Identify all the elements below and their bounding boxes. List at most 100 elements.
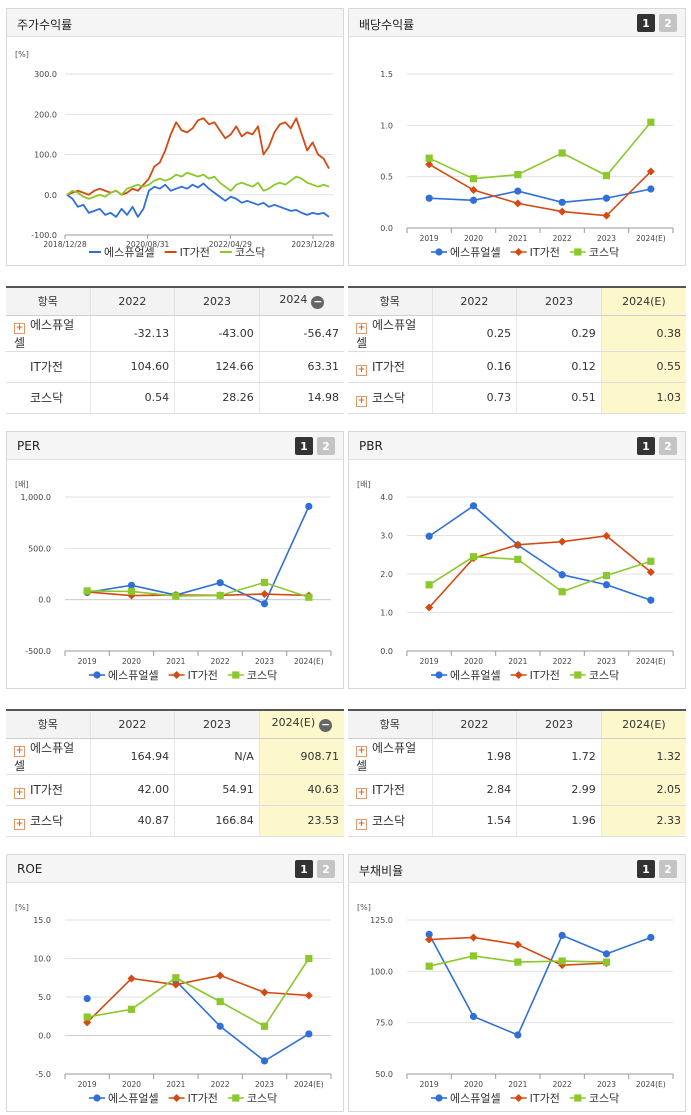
data-point xyxy=(172,592,180,600)
y-tick-label: 75.0 xyxy=(375,1019,393,1028)
panel-title: PBR xyxy=(359,439,383,453)
row-label[interactable]: + IT가전 xyxy=(6,774,90,806)
panel-title: ROE xyxy=(17,862,43,876)
row-label[interactable]: + IT가전 xyxy=(348,351,432,383)
series-line xyxy=(428,121,652,180)
data-point xyxy=(425,581,433,589)
col-header: 2022 xyxy=(431,710,517,739)
legend-label: 코스닥 xyxy=(589,1092,619,1105)
y-tick-label: 0.5 xyxy=(380,173,393,182)
data-point xyxy=(216,998,224,1006)
data-point xyxy=(558,931,566,939)
tab-1[interactable]: 1 xyxy=(295,437,313,455)
row-name: 코스닥 xyxy=(372,390,406,405)
cell: 40.87 xyxy=(89,805,175,837)
legend-marker xyxy=(172,671,181,679)
series-line xyxy=(66,171,330,200)
roe-chart: [%] 15.0 10.0 5.0 0.0 -5.0 2019 2020 2021 2022 202… xyxy=(15,903,332,1105)
chart-tabs: 1 2 xyxy=(295,437,335,455)
legend-label: 에스퓨얼셀 xyxy=(108,1091,159,1105)
data-point xyxy=(646,568,655,577)
series-line xyxy=(87,958,310,1028)
row-name: 에스퓨얼셀 xyxy=(14,740,75,773)
legend-marker xyxy=(93,1094,101,1102)
row-label[interactable]: + 코스닥 xyxy=(348,382,432,414)
data-point xyxy=(425,962,433,970)
tab-2[interactable]: 2 xyxy=(317,860,335,878)
row-label[interactable]: + IT가전 xyxy=(348,774,432,806)
cell: 28.26 xyxy=(174,382,260,414)
expand-icon[interactable]: + xyxy=(356,322,367,334)
cell: -32.13 xyxy=(89,315,175,352)
data-point xyxy=(602,958,611,966)
expand-icon[interactable]: + xyxy=(14,787,25,799)
legend-marker xyxy=(172,1094,181,1102)
tab-1[interactable]: 1 xyxy=(637,860,655,878)
expand-icon[interactable]: + xyxy=(356,818,367,830)
data-point xyxy=(647,557,655,565)
legend-marker xyxy=(435,671,443,679)
tab-1[interactable]: 1 xyxy=(295,860,313,878)
tab-2[interactable]: 2 xyxy=(659,860,677,878)
data-point xyxy=(305,1030,313,1038)
per-panel: PER 1 2 [배] 1,000.0 500.0 0.0 -500.0 2019 2020… xyxy=(6,431,344,689)
x-tick-label: 2019 xyxy=(420,657,439,666)
cell: 1.54 xyxy=(431,805,517,837)
expand-icon[interactable]: + xyxy=(356,787,367,799)
panel-header: ROE 1 2 xyxy=(7,855,343,883)
expand-icon[interactable]: + xyxy=(14,818,25,830)
row-label[interactable]: + 에스퓨얼셀 xyxy=(348,315,432,352)
row-label[interactable]: + 에스퓨얼셀 xyxy=(6,738,90,775)
data-point xyxy=(469,502,478,510)
data-point xyxy=(514,958,522,966)
collapse-icon[interactable]: − xyxy=(319,718,333,733)
tab-2[interactable]: 2 xyxy=(659,14,677,32)
expand-icon[interactable]: + xyxy=(356,395,367,407)
col-header: 항목 xyxy=(6,710,90,739)
x-tick-label: 2022 xyxy=(553,657,572,666)
data-point xyxy=(425,935,434,944)
row-label[interactable]: + 에스퓨얼셀 xyxy=(348,738,432,775)
y-tick-label: 125.0 xyxy=(370,916,393,925)
row-label: IT가전 xyxy=(6,351,90,383)
data-point xyxy=(514,187,522,195)
data-point xyxy=(513,940,522,949)
chart-tabs: 1 2 xyxy=(295,860,335,878)
y-tick-label: 3.0 xyxy=(380,532,393,541)
y-tick-label: 50.0 xyxy=(375,1070,393,1079)
x-tick-label: 2020 xyxy=(464,1080,483,1089)
expand-icon[interactable]: + xyxy=(356,364,367,376)
tab-2[interactable]: 2 xyxy=(317,437,335,455)
cell: 0.51 xyxy=(516,382,602,414)
col-header: 2024(E) xyxy=(600,710,686,739)
pbr-panel: PBR 1 2 [배] 4.0 3.0 2.0 1.0 0.0 2019 2020 2021 20… xyxy=(348,431,686,689)
row-label[interactable]: + 코스닥 xyxy=(348,805,432,837)
y-tick-label: 0.0 xyxy=(38,596,51,605)
data-point xyxy=(304,991,313,1000)
axis-unit: [배] xyxy=(15,480,29,489)
tab-1[interactable]: 1 xyxy=(637,437,655,455)
y-tick-label: -5.0 xyxy=(35,1070,51,1079)
tab-1[interactable]: 1 xyxy=(637,14,655,32)
data-point xyxy=(558,149,566,157)
cell: -56.47 xyxy=(258,315,344,352)
col-header: 2023 xyxy=(174,710,260,739)
collapse-icon[interactable]: − xyxy=(311,295,325,310)
data-point xyxy=(646,167,655,176)
per-chart: [배] 1,000.0 500.0 0.0 -500.0 2019 2020 2021 2022… xyxy=(15,480,332,682)
data-point xyxy=(469,553,478,561)
cell: 0.25 xyxy=(431,315,517,352)
cell: 40.63 xyxy=(258,774,344,806)
expand-icon[interactable]: + xyxy=(14,745,25,757)
x-tick-label: 2019 xyxy=(420,234,439,243)
expand-icon[interactable]: + xyxy=(14,322,25,334)
data-point xyxy=(260,578,269,587)
col-header: 항목 xyxy=(348,710,432,739)
stock-return-table: 항목 2022 2023 2024− + 에스퓨얼셀 -32.13 -43.00 … xyxy=(6,286,344,414)
tab-2[interactable]: 2 xyxy=(659,437,677,455)
row-label[interactable]: + 에스퓨얼셀 xyxy=(6,315,90,352)
series-line xyxy=(175,980,310,1062)
expand-icon[interactable]: + xyxy=(356,745,367,757)
col-header: 2022 xyxy=(89,710,175,739)
row-label[interactable]: + 코스닥 xyxy=(6,805,90,837)
